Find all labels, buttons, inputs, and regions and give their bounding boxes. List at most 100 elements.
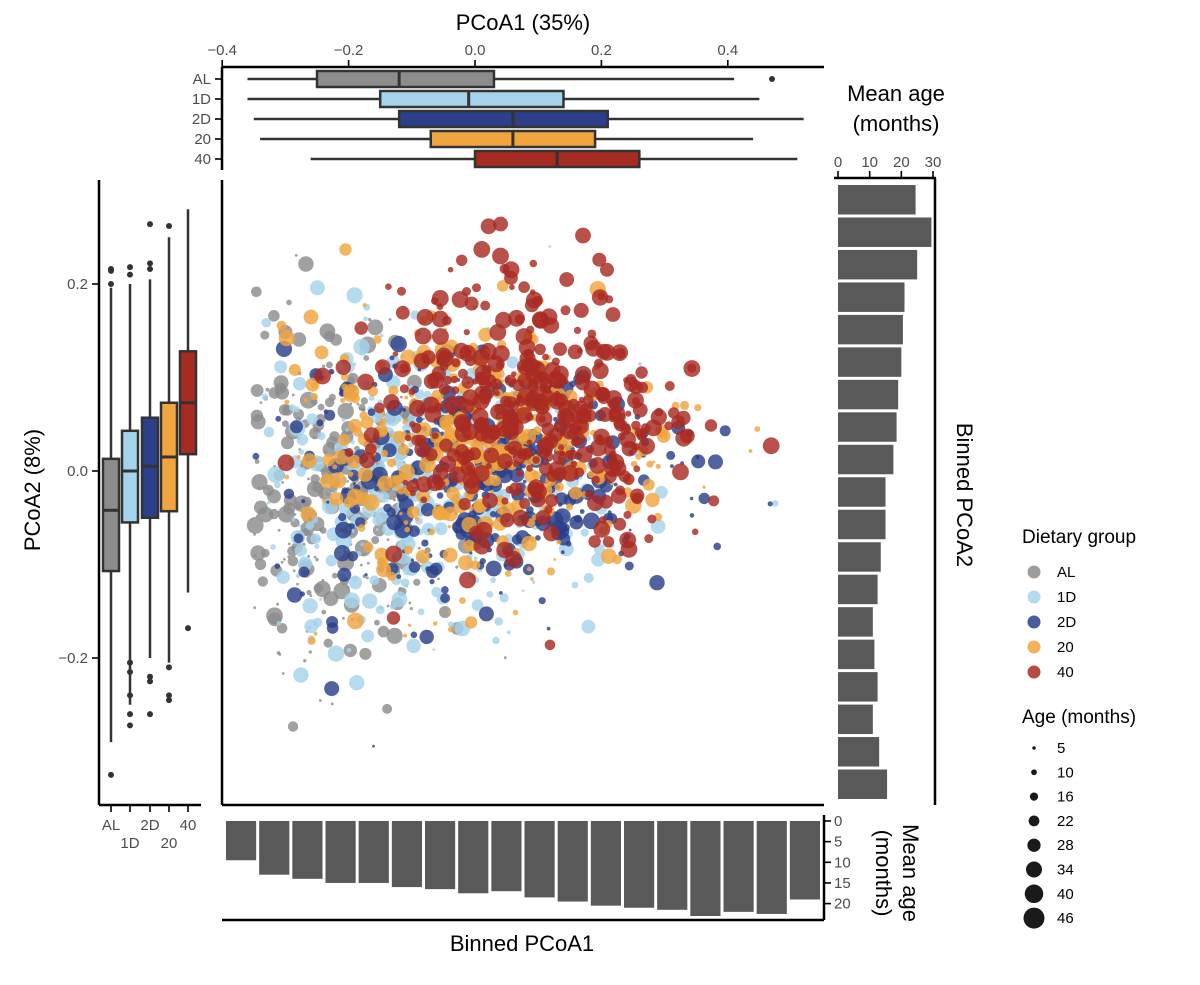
right-bar [838,314,903,345]
scatter-point [532,456,540,464]
left-outlier [147,260,153,267]
scatter-point [322,453,335,467]
scatter-point [386,458,396,468]
scatter-point [512,609,519,616]
scatter-point [432,621,438,626]
scatter-point [254,459,260,464]
left-outlier [147,673,153,680]
scatter-point [719,425,731,437]
scatter-point [585,339,602,357]
scatter-point [442,547,458,563]
scatter-point [655,463,661,469]
scatter-point [314,543,320,549]
scatter-point [254,558,267,570]
scatter-point [689,513,695,518]
scatter-point [375,605,385,615]
legend-size-swatch [1026,861,1042,878]
scatter-point [310,398,318,406]
scatter-point [407,506,420,519]
scatter-point [500,395,512,408]
scatter-point [523,468,538,483]
legend-color-label: 2D [1057,614,1076,631]
scatter-point [399,395,403,399]
legend-size-swatch [1032,746,1036,750]
scatter-point [338,513,347,522]
scatter-point [261,317,272,328]
scatter-point [589,457,607,474]
scatter-point [262,484,274,496]
scatter-point [257,576,268,587]
scatter-point [359,411,368,420]
scatter-point [399,472,408,482]
scatter-point [409,607,413,611]
scatter-point [389,355,395,361]
scatter-point [526,506,534,514]
left-outlier [147,266,153,273]
scatter-point [483,447,500,464]
scatter-point [316,419,324,427]
legend-color-swatch [1027,590,1041,604]
scatter-point [305,521,315,530]
bottom-bar [590,821,621,906]
scatter-point [392,351,399,357]
scatter-point [296,434,309,446]
scatter-point [373,335,382,344]
scatter-point [363,355,370,361]
scatter-point [549,372,567,389]
scatter-point [287,555,299,567]
scatter-point [372,524,386,537]
scatter-point [337,403,354,420]
scatter-point [286,587,303,603]
scatter-point [396,541,404,548]
scatter-point [458,497,471,511]
scatter-point [447,610,452,615]
scatter-point [439,438,453,452]
scatter-point [560,305,571,316]
scatter-point [414,327,432,345]
scatter-point [302,598,318,614]
scatter-point [313,555,317,559]
scatter-point [293,667,309,683]
scatter-point [440,593,451,604]
scatter-point [421,350,436,365]
scatter-point [664,381,675,391]
scatter-point [565,540,572,547]
scatter-point [291,332,307,347]
scatter-point [464,616,478,629]
scatter-point [385,545,403,563]
scatter-point [529,259,538,268]
bottom-tick-label: 10 [834,854,851,871]
scatter-point [400,578,410,587]
scatter-point [329,431,340,442]
binned-pcoa2-title: Binned PCoA2 [952,423,977,567]
scatter-point [354,321,368,335]
scatter-point [469,551,473,555]
scatter-point [246,517,264,534]
legend-color-swatch [1027,615,1041,629]
top-x-tick-label: 0.2 [591,42,612,59]
legend-size-swatch [1028,815,1040,827]
scatter-point [263,426,275,438]
legend-size-title: Age (months) [1022,707,1136,728]
scatter-point [443,375,452,385]
scatter-point [432,328,449,345]
scatter-point [317,403,325,411]
scatter-point [319,527,327,534]
scatter-point [369,575,380,586]
right-bar [838,769,888,799]
scatter-point [303,397,309,403]
scatter-point [694,404,702,412]
scatter-point [450,375,459,384]
scatter-point [442,315,452,326]
legend-color-title: Dietary group [1022,527,1136,548]
scatter-point [374,359,391,375]
scatter-point [301,496,312,507]
bottom-bar [458,821,489,894]
scatter-point [365,443,377,455]
scatter-point [473,241,491,258]
scatter-point [496,541,513,559]
scatter-point [518,281,530,293]
scatter-point [613,517,627,531]
scatter-point [529,289,536,295]
scatter-point [482,492,498,509]
